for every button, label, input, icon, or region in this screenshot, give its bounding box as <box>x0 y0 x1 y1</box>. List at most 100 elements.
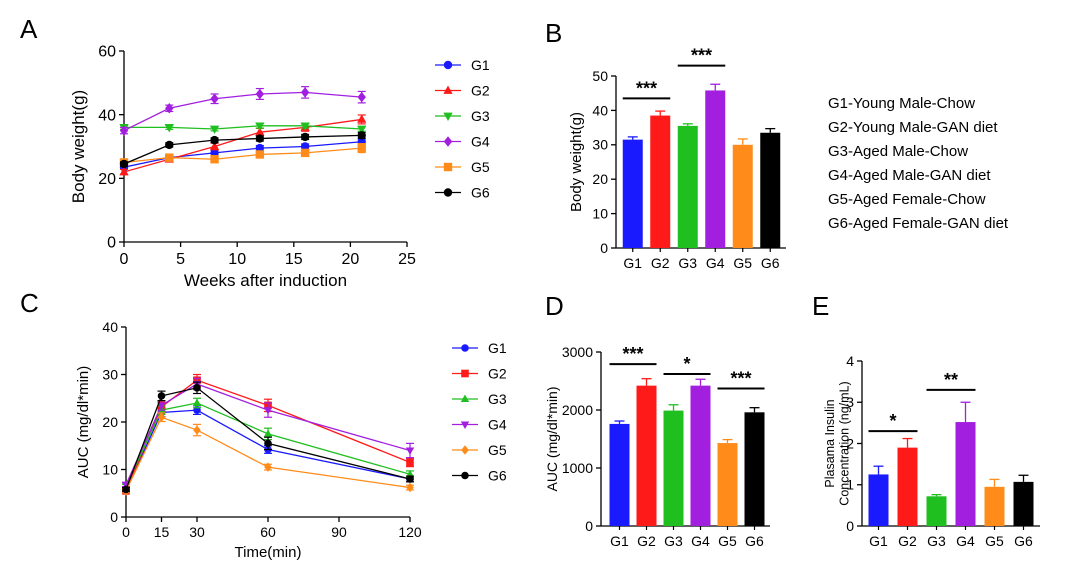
x-tick-label-g2: G2 <box>637 533 656 549</box>
legend-marker-g6 <box>443 188 453 197</box>
y-tick-label: 30 <box>102 366 118 382</box>
bar-g2 <box>650 115 671 248</box>
chart-c-glucose-tolerance-curve: 0 10 20 30 40 0 15 30 60 90 120 Time(min) AUC (mg/dl… <box>75 319 507 561</box>
data-point-g5 <box>193 425 201 435</box>
data-point-g3 <box>209 125 220 135</box>
legend-marker-g3 <box>460 394 470 403</box>
group-legend: G1-Young Male-Chow G2-Young Male-GAN die… <box>828 95 1009 232</box>
data-point-g6 <box>406 475 414 483</box>
panel-label-d: D <box>545 291 564 321</box>
data-point-g6 <box>264 439 272 448</box>
x-tick-label: 0 <box>122 524 130 540</box>
y-axis-title: AUC (mg/dl*min) <box>544 386 560 491</box>
legend-label-g6: G6 <box>471 185 490 201</box>
data-point-g5 <box>165 153 174 162</box>
y-tick-label: 20 <box>98 171 116 188</box>
data-point-g6 <box>255 134 265 143</box>
legend-label-g2: G2 <box>471 83 490 99</box>
bar-g2 <box>897 447 918 526</box>
data-point-g2 <box>255 127 265 136</box>
y-tick-label: 40 <box>592 102 608 118</box>
legend-marker-g1 <box>443 60 453 70</box>
data-point-g4 <box>157 402 166 410</box>
x-tick-label: 15 <box>154 524 170 540</box>
bar-g3 <box>926 496 947 526</box>
data-point-g6 <box>165 140 174 150</box>
series-line-g3 <box>124 125 362 130</box>
data-point-g1 <box>210 148 219 158</box>
data-point-g3 <box>357 125 367 135</box>
x-tick-label-g5: G5 <box>733 255 752 271</box>
x-tick-label: 5 <box>176 251 185 268</box>
legend-label-g3: G3 <box>488 391 507 407</box>
y-tick-label: 2 <box>846 435 854 451</box>
legend-marker-g5 <box>443 162 453 172</box>
significance-label: *** <box>636 78 657 98</box>
x-tick-label: 0 <box>120 251 129 268</box>
data-point-g3 <box>255 122 265 131</box>
x-tick-label-g1: G1 <box>869 533 888 549</box>
y-tick-label: 0 <box>110 509 118 525</box>
bar-g5 <box>732 144 753 248</box>
chart-a-body-weight-over-time: 0 20 40 60 0 5 10 15 20 25 Weeks after induction Bo… <box>69 44 490 290</box>
data-point-g5 <box>406 482 414 493</box>
y-tick-label: 20 <box>102 414 118 430</box>
x-tick-label-g4: G4 <box>956 533 975 549</box>
legend-marker-g6 <box>461 471 469 480</box>
data-point-g5 <box>210 155 219 164</box>
data-point-g4 <box>263 407 273 415</box>
x-tick-label-g6: G6 <box>745 533 764 549</box>
data-point-g3 <box>164 124 174 133</box>
x-tick-label: 120 <box>398 524 422 540</box>
x-axis-title: Time(min) <box>235 544 302 561</box>
x-tick-label-g1: G1 <box>610 533 629 549</box>
legend-marker-g4 <box>443 136 453 147</box>
legend-marker-g4 <box>460 421 470 430</box>
significance-label: ** <box>944 370 958 390</box>
y-tick-label: 0 <box>585 518 593 534</box>
x-tick-label: 25 <box>398 251 416 268</box>
bar-g6 <box>744 412 765 526</box>
x-tick-label: 30 <box>189 524 205 540</box>
chart-b-body-weight-bars: 0 10 20 30 40 50 G1 G2 G3 G4 G5 G6 Body weight(g) ***… <box>568 46 786 271</box>
bar-g4 <box>705 90 726 248</box>
data-point-g6 <box>300 132 310 142</box>
data-point-g1 <box>255 143 265 153</box>
legend-label-g6: G6 <box>488 468 507 484</box>
y-tick-label: 3 <box>846 394 854 410</box>
data-point-g4 <box>357 91 366 103</box>
data-point-g2 <box>209 141 220 150</box>
legend-marker-g3 <box>443 112 453 122</box>
bar-g1 <box>622 139 643 248</box>
x-tick-label: 10 <box>228 251 246 268</box>
x-tick-label-g5: G5 <box>985 533 1004 549</box>
y-axis-title: AUC (mg/dl*min) <box>75 366 92 479</box>
x-tick-label-g3: G3 <box>678 255 697 271</box>
legend-label-g2: G2 <box>488 366 507 382</box>
significance-label: * <box>683 354 690 374</box>
bar-g3 <box>663 410 684 526</box>
significance-label: * <box>889 411 896 431</box>
bar-g3 <box>677 125 698 248</box>
y-tick-label: 2000 <box>562 402 593 418</box>
x-tick-label-g6: G6 <box>761 255 780 271</box>
y-tick-label: 30 <box>592 137 608 153</box>
significance-label: *** <box>730 369 751 389</box>
data-point-g3 <box>263 429 273 437</box>
series-line-g1 <box>123 141 362 168</box>
y-tick-label: 0 <box>600 240 608 256</box>
group-legend-g3: G3-Aged Male-Chow <box>828 143 968 160</box>
data-point-g6 <box>157 392 166 400</box>
legend-label-g1: G1 <box>471 57 490 73</box>
x-tick-label: 90 <box>331 524 347 540</box>
data-point-g6 <box>210 135 219 145</box>
data-point-g4 <box>119 125 129 136</box>
data-point-g6 <box>122 485 130 494</box>
y-axis-title: Body weight(g) <box>568 112 585 212</box>
panel-label-c: C <box>20 288 39 318</box>
legend-label-g5: G5 <box>488 442 507 458</box>
y-tick-label: 3000 <box>562 344 593 360</box>
legend-label-g3: G3 <box>471 108 490 124</box>
y-tick-label: 0 <box>107 235 116 252</box>
